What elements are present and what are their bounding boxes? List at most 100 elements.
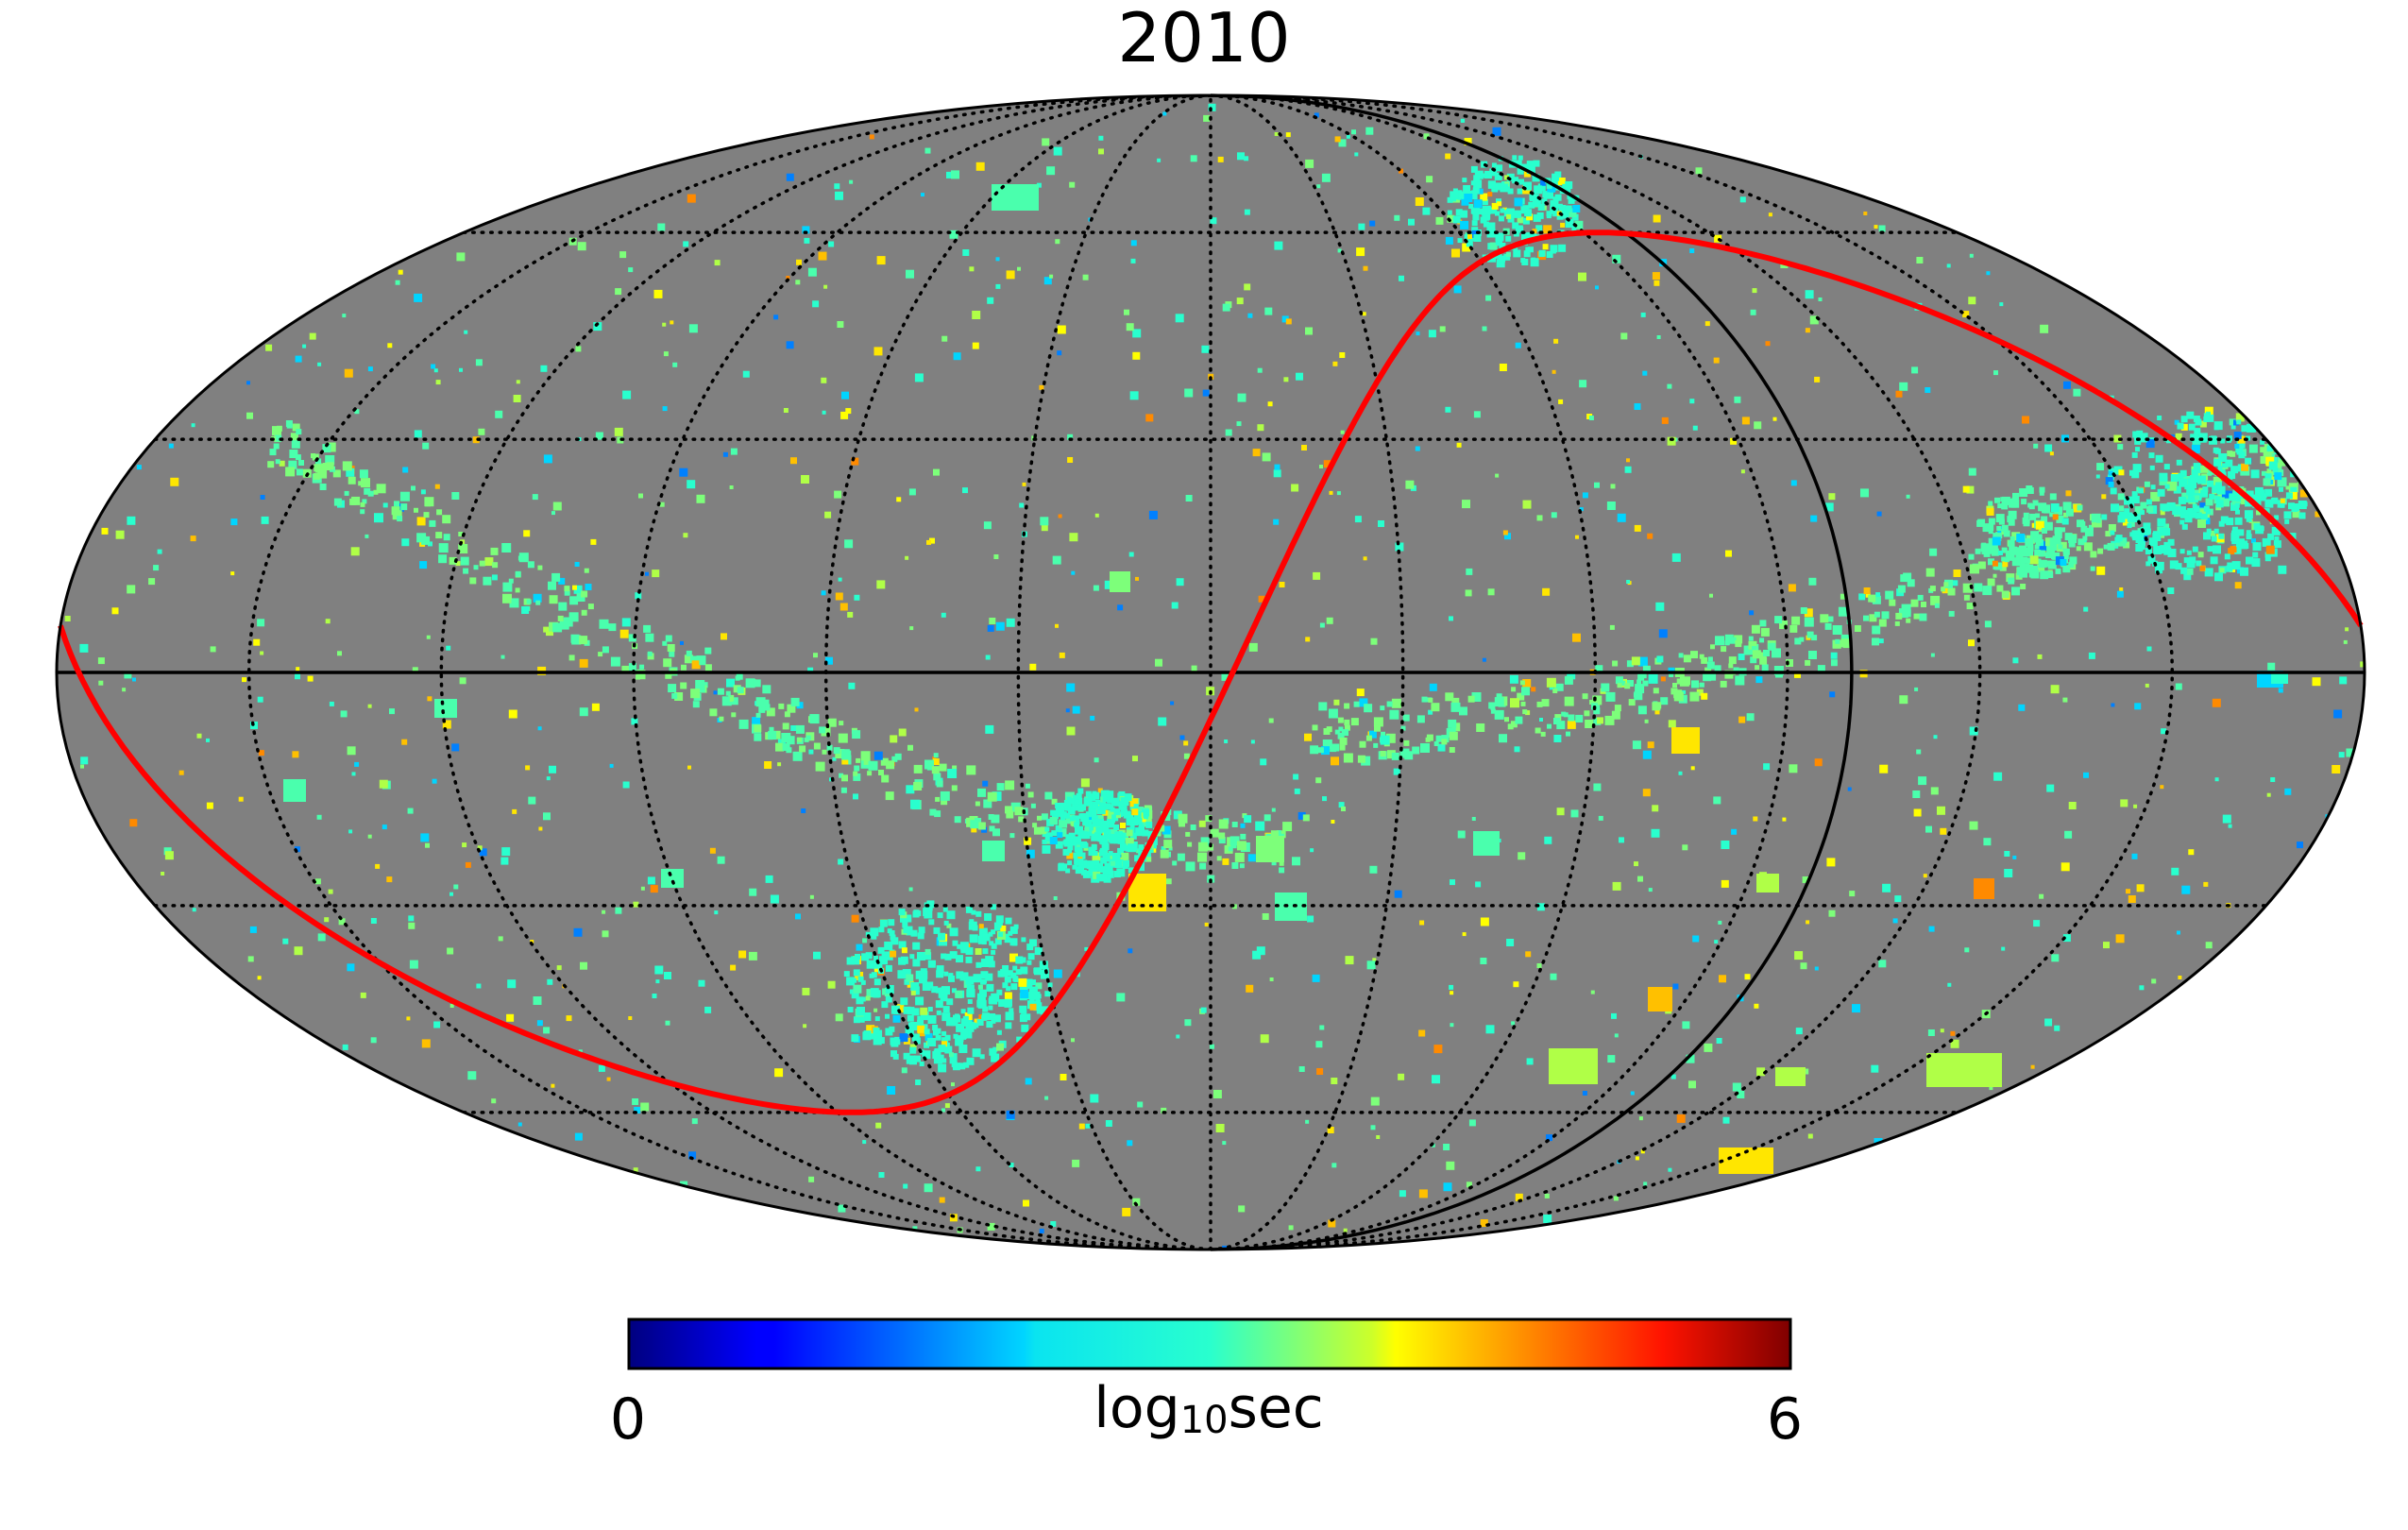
exposure-pixel	[1759, 638, 1765, 643]
exposure-pixel	[932, 1025, 939, 1030]
exposure-pixel	[821, 726, 831, 737]
exposure-pixel	[2206, 528, 2212, 534]
exposure-pixel	[1275, 892, 1307, 921]
exposure-pixel	[1428, 709, 1433, 715]
exposure-pixel	[1097, 835, 1105, 842]
exposure-pixel	[848, 682, 856, 689]
exposure-pixel	[1543, 225, 1552, 234]
exposure-pixel	[991, 1053, 1000, 1062]
exposure-pixel	[2133, 804, 2138, 808]
exposure-pixel	[2332, 439, 2339, 446]
exposure-pixel	[1257, 424, 1264, 432]
exposure-pixel	[944, 1034, 951, 1041]
exposure-pixel	[763, 704, 771, 711]
exposure-pixel	[1806, 631, 1814, 638]
exposure-pixel	[1517, 692, 1525, 701]
exposure-pixel	[650, 885, 658, 893]
exposure-pixel	[873, 960, 883, 969]
exposure-pixel	[1471, 692, 1482, 702]
exposure-pixel	[500, 857, 509, 865]
exposure-pixel	[1344, 703, 1350, 709]
exposure-pixel	[752, 717, 761, 726]
exposure-pixel	[1574, 220, 1584, 230]
exposure-pixel	[1631, 656, 1640, 666]
exposure-pixel	[1092, 803, 1098, 809]
exposure-pixel	[1714, 665, 1721, 672]
exposure-pixel	[1075, 799, 1080, 805]
exposure-pixel	[2251, 494, 2261, 503]
exposure-pixel	[2042, 528, 2047, 534]
exposure-pixel	[1670, 1074, 1676, 1080]
exposure-pixel	[1504, 533, 1511, 540]
exposure-pixel	[1244, 815, 1252, 824]
exposure-pixel	[2056, 515, 2064, 523]
exposure-pixel	[511, 599, 517, 605]
exposure-pixel	[1098, 866, 1106, 874]
exposure-pixel	[645, 571, 649, 576]
exposure-pixel	[1099, 874, 1108, 882]
exposure-pixel	[1476, 723, 1485, 732]
exposure-pixel	[1230, 842, 1237, 849]
exposure-pixel	[796, 702, 804, 709]
exposure-pixel	[1722, 1116, 1730, 1124]
exposure-pixel	[989, 618, 996, 624]
exposure-pixel	[548, 581, 556, 590]
exposure-pixel	[971, 826, 977, 833]
exposure-pixel	[2248, 444, 2258, 453]
exposure-pixel	[909, 626, 914, 631]
exposure-pixel	[1704, 1043, 1713, 1052]
exposure-pixel	[1005, 806, 1012, 814]
exposure-pixel	[2203, 532, 2211, 540]
exposure-pixel	[1999, 302, 2004, 307]
exposure-pixel	[2204, 406, 2213, 416]
exposure-pixel	[790, 457, 797, 465]
exposure-pixel	[2246, 490, 2254, 499]
exposure-pixel	[691, 660, 701, 670]
exposure-pixel	[1063, 812, 1070, 819]
exposure-pixel	[946, 923, 952, 928]
exposure-pixel	[1366, 960, 1376, 970]
exposure-pixel	[881, 951, 890, 960]
exposure-pixel	[1020, 957, 1026, 963]
exposure-pixel	[2092, 522, 2096, 528]
exposure-pixel	[2180, 423, 2188, 431]
exposure-pixel	[1541, 699, 1550, 707]
exposure-pixel	[292, 423, 300, 432]
exposure-pixel	[856, 757, 861, 763]
exposure-pixel	[1740, 469, 1745, 474]
exposure-pixel	[826, 744, 833, 751]
exposure-pixel	[1933, 735, 1938, 740]
exposure-pixel	[2213, 545, 2221, 554]
exposure-pixel	[1513, 210, 1521, 218]
exposure-pixel	[1256, 836, 1284, 862]
exposure-pixel	[982, 948, 989, 955]
exposure-pixel	[1988, 518, 1995, 525]
exposure-pixel	[568, 654, 575, 661]
exposure-pixel	[885, 791, 894, 801]
exposure-pixel	[1142, 829, 1149, 837]
exposure-pixel	[2051, 552, 2058, 560]
exposure-pixel	[2011, 586, 2020, 596]
exposure-pixel	[1260, 1034, 1269, 1044]
exposure-pixel	[1086, 860, 1095, 870]
exposure-pixel	[574, 1132, 583, 1141]
exposure-pixel	[1437, 743, 1446, 752]
exposure-pixel	[1689, 399, 1695, 404]
exposure-pixel	[1451, 248, 1460, 258]
exposure-pixel	[1505, 251, 1511, 257]
exposure-pixel	[2271, 672, 2288, 684]
exposure-pixel	[1690, 651, 1698, 659]
exposure-pixel	[1130, 240, 1137, 246]
exposure-pixel	[2186, 559, 2196, 569]
exposure-pixel	[1130, 258, 1136, 264]
exposure-pixel	[260, 495, 265, 500]
exposure-pixel	[2320, 447, 2326, 451]
exposure-pixel	[1612, 660, 1619, 667]
exposure-pixel	[1557, 203, 1563, 209]
exposure-pixel	[161, 872, 165, 876]
exposure-pixel	[1380, 706, 1385, 711]
exposure-pixel	[2338, 466, 2349, 475]
exposure-pixel	[337, 651, 342, 656]
exposure-pixel	[1202, 389, 1210, 397]
exposure-pixel	[1418, 1189, 1428, 1198]
